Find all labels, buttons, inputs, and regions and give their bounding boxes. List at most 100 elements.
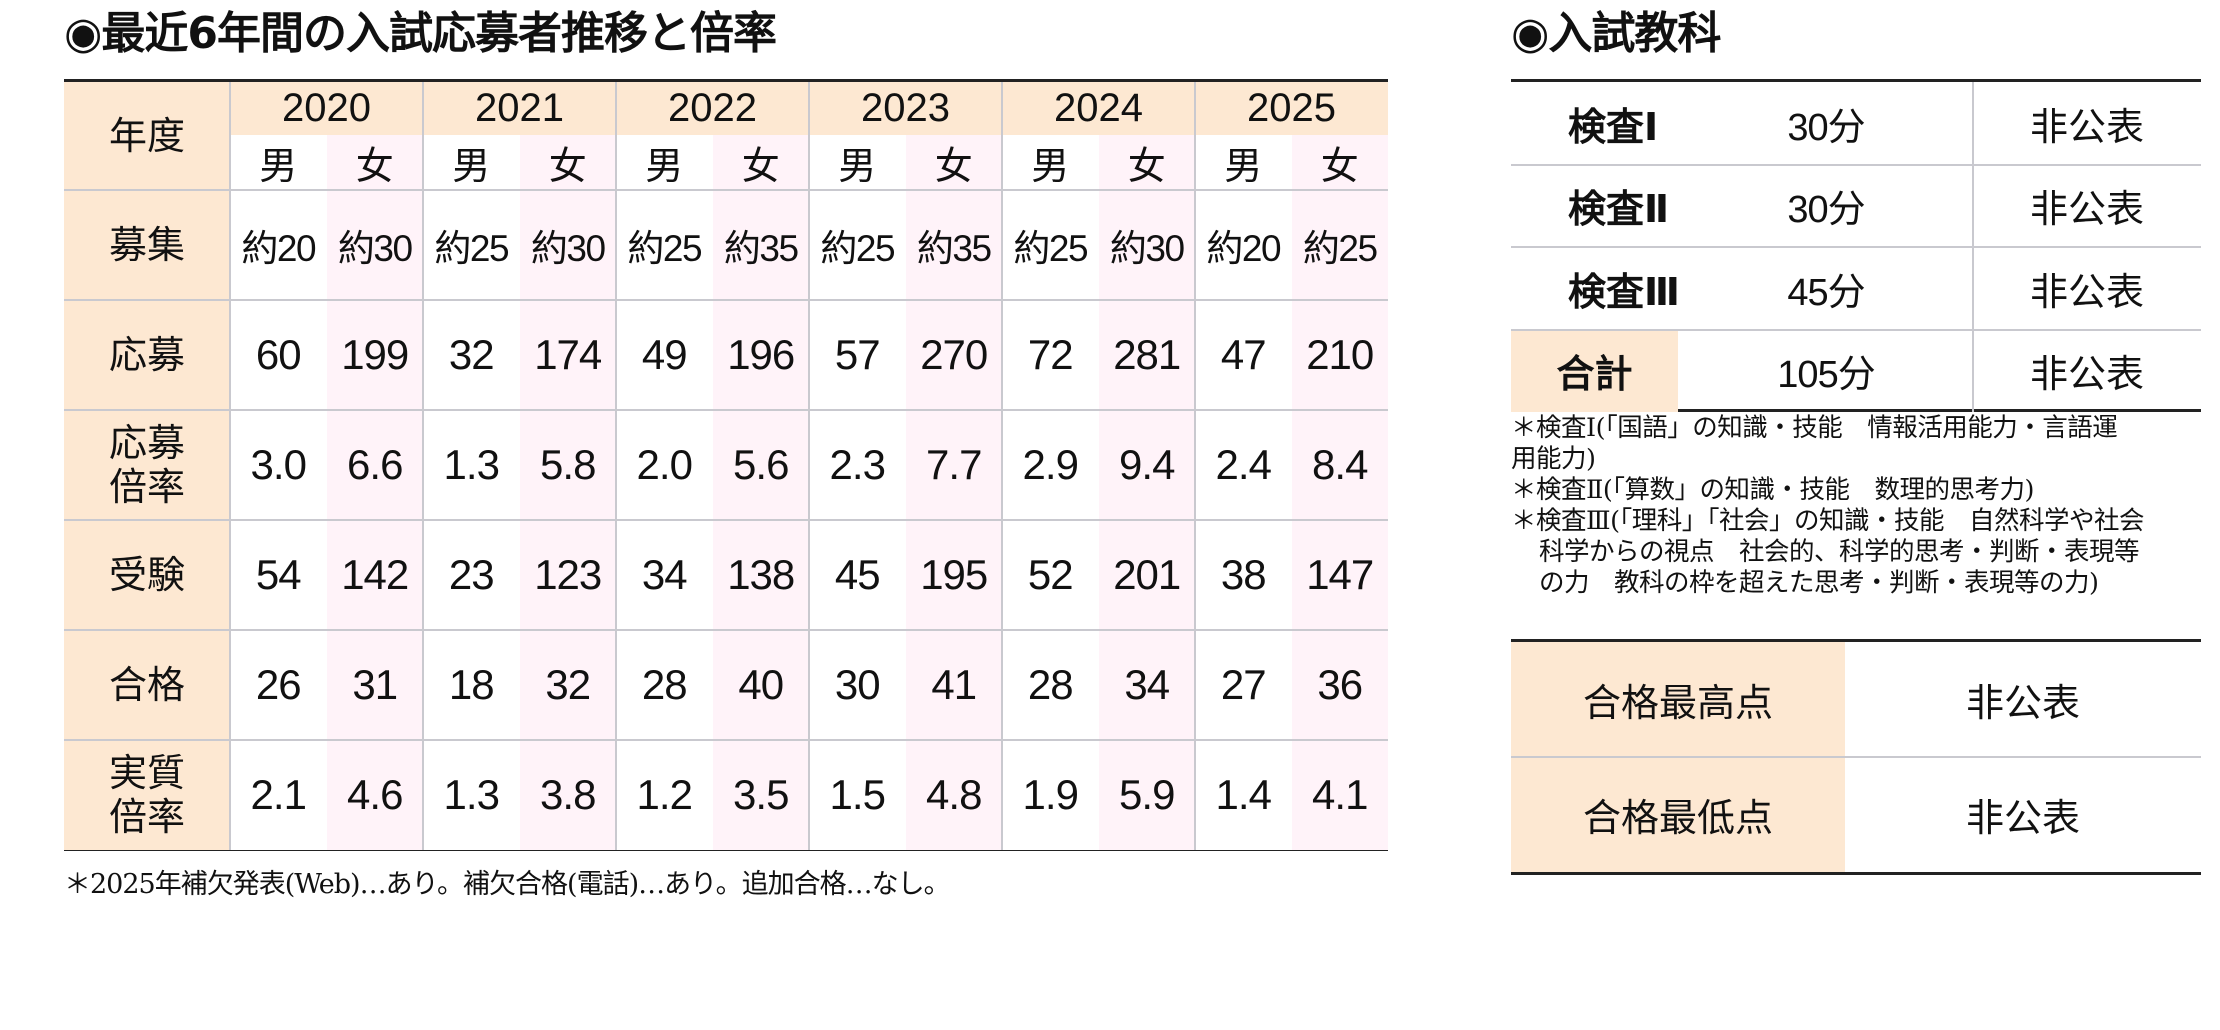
table-cell: 36 <box>1291 630 1388 740</box>
table-cell: 34 <box>1098 630 1195 740</box>
score-label: 合格最高点 <box>1511 642 1845 757</box>
subject-label: 検査Ⅰ <box>1568 104 1659 149</box>
subject-time: 30分 <box>1787 106 1865 149</box>
note-line: 科学からの視点 社会的、科学的思考・判断・表現等 <box>1539 537 2140 567</box>
row-divider <box>1511 163 2201 166</box>
table-cell: 約20 <box>230 190 327 300</box>
column-divider <box>615 82 617 850</box>
table-cell: 6.6 <box>326 410 423 520</box>
subject-score: 非公表 <box>2029 104 2144 149</box>
row-divider <box>64 739 1388 741</box>
table-cell: 1.9 <box>1002 740 1099 850</box>
table-cell: 30 <box>809 630 906 740</box>
table-cell: 約25 <box>1291 190 1388 300</box>
table-cell: 1.3 <box>423 410 520 520</box>
exam-subjects-title: ◉入試教科 <box>1511 8 1721 59</box>
column-divider <box>1972 82 1974 412</box>
table-cell: 3.0 <box>230 410 327 520</box>
table-cell: 210 <box>1291 300 1388 410</box>
score-value: 非公表 <box>1965 681 2080 725</box>
table-cell: 27 <box>1195 630 1292 740</box>
column-divider <box>422 82 424 850</box>
table-cell: 2.4 <box>1195 410 1292 520</box>
table-cell: 174 <box>519 300 616 410</box>
year-header: 2021 <box>423 82 616 135</box>
table-cell: 約35 <box>712 190 809 300</box>
row-label: 実質 倍率 <box>64 740 230 850</box>
table-cell: 138 <box>712 520 809 630</box>
table-cell: 1.4 <box>1195 740 1292 850</box>
table-cell: 約30 <box>519 190 616 300</box>
row-divider <box>64 189 1388 191</box>
column-divider <box>1194 82 1196 850</box>
row-label: 受験 <box>64 520 230 630</box>
sex-header-male: 男 <box>230 135 327 190</box>
table-cell: 約20 <box>1195 190 1292 300</box>
note-line: の力 教科の枠を超えた思考・判断・表現等の力) <box>1539 568 2099 598</box>
table-cell: 142 <box>326 520 423 630</box>
table-cell: 123 <box>519 520 616 630</box>
table-cell: 45 <box>809 520 906 630</box>
table-cell: 約25 <box>809 190 906 300</box>
row-label: 応募 倍率 <box>64 410 230 520</box>
note-line: ＊検査Ⅰ(「国語」の知識・技能 情報活用能力・言語運 <box>1511 413 2118 443</box>
score-value: 非公表 <box>1965 796 2080 840</box>
table-cell: 195 <box>905 520 1002 630</box>
score-label: 合格最低点 <box>1511 757 1845 872</box>
table-cell: 1.2 <box>616 740 713 850</box>
table-cell: 約25 <box>1002 190 1099 300</box>
table-cell: 32 <box>423 300 520 410</box>
table-cell: 3.5 <box>712 740 809 850</box>
table-cell: 40 <box>712 630 809 740</box>
subject-time: 45分 <box>1787 271 1865 314</box>
table-cell: 18 <box>423 630 520 740</box>
table-cell: 5.6 <box>712 410 809 520</box>
table-cell: 約25 <box>423 190 520 300</box>
sex-header-female: 女 <box>905 135 1002 190</box>
passing-score-table: 合格最高点 非公表 合格最低点 非公表 <box>1511 639 2201 875</box>
subject-label: 検査Ⅲ <box>1568 269 1680 314</box>
sex-header-female: 女 <box>1291 135 1388 190</box>
table-cell: 270 <box>905 300 1002 410</box>
subject-time: 105分 <box>1777 354 1875 397</box>
table-cell: 147 <box>1291 520 1388 630</box>
table-cell: 23 <box>423 520 520 630</box>
row-divider <box>64 519 1388 521</box>
table-cell: 8.4 <box>1291 410 1388 520</box>
sex-header-female: 女 <box>712 135 809 190</box>
table-cell: 4.6 <box>326 740 423 850</box>
table-cell: 32 <box>519 630 616 740</box>
table-cell: 7.7 <box>905 410 1002 520</box>
total-label: 合計 <box>1511 329 1678 412</box>
sex-header-male: 男 <box>423 135 520 190</box>
year-header: 2025 <box>1195 82 1388 135</box>
table-cell: 約25 <box>616 190 713 300</box>
subject-score: 非公表 <box>2029 187 2144 232</box>
note-line: ＊検査Ⅱ(「算数」の知識・技能 数理的思考力) <box>1511 475 2034 505</box>
table-cell: 47 <box>1195 300 1292 410</box>
table-cell: 41 <box>905 630 1002 740</box>
table-cell: 199 <box>326 300 423 410</box>
table-cell: 2.3 <box>809 410 906 520</box>
row-label-line: 倍率 <box>108 465 185 509</box>
table-cell: 28 <box>1002 630 1099 740</box>
applicants-trend-title: ◉最近6年間の入試応募者推移と倍率 <box>64 8 777 59</box>
sex-header-male: 男 <box>1002 135 1099 190</box>
table-cell: 5.9 <box>1098 740 1195 850</box>
row-label-line: 実質 <box>108 751 185 795</box>
note-line: ＊検査Ⅲ(「理科」「社会」の知識・技能 自然科学や社会 <box>1511 506 2145 536</box>
table-cell: 約30 <box>326 190 423 300</box>
subject-notes: ＊検査Ⅰ(「国語」の知識・技能 情報活用能力・言語運 用能力) ＊検査Ⅱ(「算数… <box>1511 413 2211 599</box>
table-cell: 2.0 <box>616 410 713 520</box>
row-divider <box>64 629 1388 631</box>
row-divider <box>64 409 1388 411</box>
table-cell: 4.8 <box>905 740 1002 850</box>
table-cell: 54 <box>230 520 327 630</box>
header-year-label: 年度 <box>64 82 230 190</box>
table-cell: 201 <box>1098 520 1195 630</box>
row-label: 募集 <box>64 190 230 300</box>
row-label-line: 応募 <box>108 421 185 465</box>
admission-trend-table: 年度 2020 男女 2021 男女 2022 男女 2023 男女 2024 男女 2025 男女募集… <box>64 79 1388 851</box>
note-line: 用能力) <box>1511 444 1596 474</box>
table-cell: 4.1 <box>1291 740 1388 850</box>
